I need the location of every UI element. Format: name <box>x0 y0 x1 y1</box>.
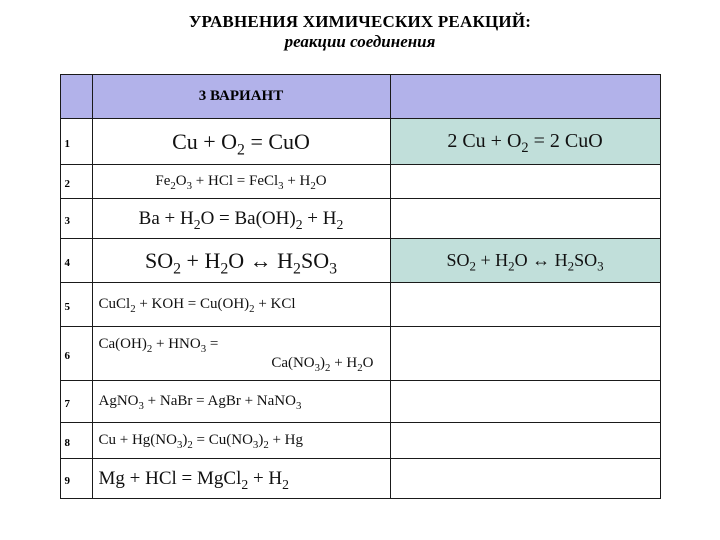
table-row: 3Ba + H2O = Ba(OH)2 + H2 <box>60 199 660 239</box>
equation-cell: CuCl2 + KOH = Cu(OH)2 + KCl <box>92 283 390 327</box>
table-row: 8Cu + Hg(NO3)2 = Cu(NO3)2 + Hg <box>60 423 660 459</box>
equation-cell: AgNO3 + NaBr = AgBr + NaNO3 <box>92 381 390 423</box>
answer-cell: SO2 + H2O ↔ H2SO3 <box>390 239 660 283</box>
answer-cell <box>390 381 660 423</box>
row-number: 3 <box>60 199 92 239</box>
reactions-tbody: 3 ВАРИАНТ 1Cu + O2 = CuO2 Cu + O2 = 2 Cu… <box>60 75 660 499</box>
equation-cell: Ca(OH)2 + HNO3 =Ca(NO3)2 + H2O <box>92 327 390 381</box>
row-number: 9 <box>60 459 92 499</box>
answer-cell: 2 Cu + O2 = 2 CuO <box>390 119 660 165</box>
header-variant-label: 3 ВАРИАНТ <box>92 75 390 119</box>
table-row: 2Fe2O3 + HCl = FeCl3 + H2O <box>60 165 660 199</box>
equation-cell: Cu + Hg(NO3)2 = Cu(NO3)2 + Hg <box>92 423 390 459</box>
equation-cell: Ba + H2O = Ba(OH)2 + H2 <box>92 199 390 239</box>
answer-cell <box>390 165 660 199</box>
table-row: 7AgNO3 + NaBr = AgBr + NaNO3 <box>60 381 660 423</box>
answer-cell <box>390 283 660 327</box>
row-number: 7 <box>60 381 92 423</box>
row-number: 6 <box>60 327 92 381</box>
page-title-line1: УРАВНЕНИЯ ХИМИЧЕСКИХ РЕАКЦИЙ: <box>0 12 720 32</box>
equation-cell: SO2 + H2O ↔ H2SO3 <box>92 239 390 283</box>
table-row: 5CuCl2 + KOH = Cu(OH)2 + KCl <box>60 283 660 327</box>
table-header-row: 3 ВАРИАНТ <box>60 75 660 119</box>
row-number: 2 <box>60 165 92 199</box>
answer-cell <box>390 199 660 239</box>
header-blank-right <box>390 75 660 119</box>
row-number: 4 <box>60 239 92 283</box>
equation-cell: Mg + HCl = MgCl2 + H2 <box>92 459 390 499</box>
answer-cell <box>390 327 660 381</box>
table-row: 9Mg + HCl = MgCl2 + H2 <box>60 459 660 499</box>
row-number: 8 <box>60 423 92 459</box>
page-title-line2: реакции соединения <box>0 32 720 52</box>
reactions-table: 3 ВАРИАНТ 1Cu + O2 = CuO2 Cu + O2 = 2 Cu… <box>60 74 661 499</box>
equation-cell: Cu + O2 = CuO <box>92 119 390 165</box>
table-row: 4SO2 + H2O ↔ H2SO3SO2 + H2O ↔ H2SO3 <box>60 239 660 283</box>
table-row: 6Ca(OH)2 + HNO3 =Ca(NO3)2 + H2O <box>60 327 660 381</box>
equation-cell: Fe2O3 + HCl = FeCl3 + H2O <box>92 165 390 199</box>
row-number: 1 <box>60 119 92 165</box>
header-blank-left <box>60 75 92 119</box>
answer-cell <box>390 423 660 459</box>
answer-cell <box>390 459 660 499</box>
row-number: 5 <box>60 283 92 327</box>
table-row: 1Cu + O2 = CuO2 Cu + O2 = 2 CuO <box>60 119 660 165</box>
